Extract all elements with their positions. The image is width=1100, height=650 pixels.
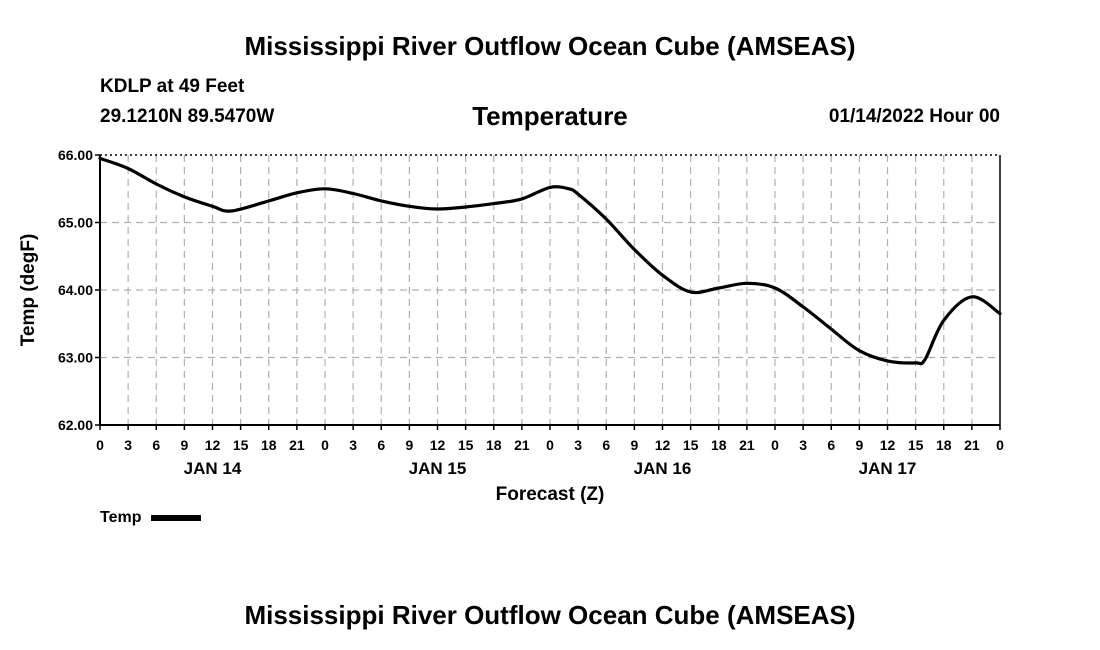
x-day-label: JAN 14 (184, 459, 242, 478)
x-tick-label: 3 (124, 437, 132, 453)
x-day-label: JAN 16 (634, 459, 692, 478)
x-tick-label: 9 (855, 437, 863, 453)
y-tick-label: 64.00 (58, 282, 93, 298)
chart-subtitle: Temperature (472, 101, 628, 131)
x-tick-label: 18 (711, 437, 727, 453)
x-tick-label: 12 (205, 437, 221, 453)
x-tick-label: 0 (546, 437, 554, 453)
x-tick-label: 18 (486, 437, 502, 453)
x-tick-label: 15 (458, 437, 474, 453)
x-tick-label: 6 (602, 437, 610, 453)
y-tick-label: 62.00 (58, 417, 93, 433)
x-tick-label: 9 (630, 437, 638, 453)
x-tick-label: 12 (655, 437, 671, 453)
legend-label: Temp (100, 509, 142, 526)
x-tick-label: 6 (377, 437, 385, 453)
x-tick-label: 9 (180, 437, 188, 453)
x-tick-label: 3 (349, 437, 357, 453)
chart-main-title: Mississippi River Outflow Ocean Cube (AM… (244, 31, 856, 61)
legend: Temp (100, 509, 202, 527)
x-tick-label: 21 (964, 437, 980, 453)
x-tick-label: 3 (574, 437, 582, 453)
x-tick-label: 3 (799, 437, 807, 453)
x-tick-label: 6 (152, 437, 160, 453)
forecast-datetime: 01/14/2022 Hour 00 (828, 106, 1000, 127)
x-tick-label: 15 (233, 437, 249, 453)
x-axis-title: Forecast (Z) (496, 484, 605, 505)
x-tick-label: 21 (739, 437, 755, 453)
x-tick-label: 21 (289, 437, 305, 453)
x-tick-label: 15 (908, 437, 924, 453)
x-tick-label: 0 (771, 437, 779, 453)
x-tick-label: 0 (321, 437, 329, 453)
x-tick-label: 0 (96, 437, 104, 453)
station-label: KDLP at 49 Feet (100, 76, 245, 97)
x-tick-label: 18 (936, 437, 952, 453)
y-tick-label: 65.00 (58, 215, 93, 231)
x-tick-label: 0 (996, 437, 1004, 453)
x-tick-label: 12 (430, 437, 446, 453)
series-line-temp (98, 156, 1002, 366)
x-tick-label: 12 (880, 437, 896, 453)
x-tick-label: 15 (683, 437, 699, 453)
y-tick-label: 63.00 (58, 350, 93, 366)
legend-line-swatch (151, 515, 202, 521)
x-day-label: JAN 15 (409, 459, 467, 478)
x-tick-label: 6 (827, 437, 835, 453)
y-axis-title: Temp (degF) (18, 234, 39, 347)
footer-title: Mississippi River Outflow Ocean Cube (AM… (244, 600, 856, 630)
x-day-label: JAN 17 (859, 459, 917, 478)
x-tick-label: 18 (261, 437, 277, 453)
x-tick-label: 9 (405, 437, 413, 453)
coordinates-label: 29.1210N 89.5470W (100, 106, 275, 127)
y-tick-label: 66.00 (58, 147, 93, 163)
x-tick-label: 21 (514, 437, 530, 453)
